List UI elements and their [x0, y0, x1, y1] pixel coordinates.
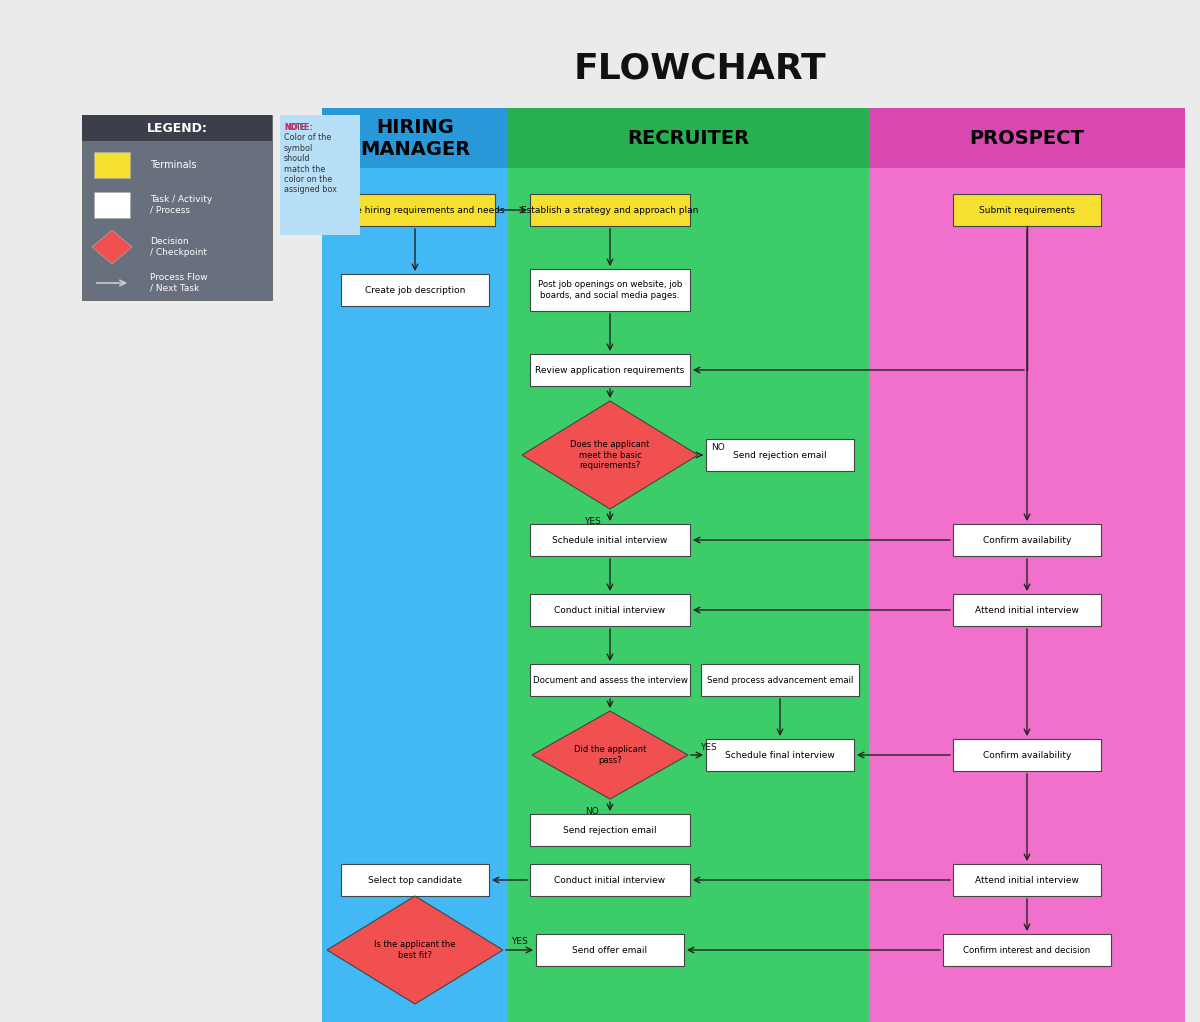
Text: NO: NO [586, 806, 599, 816]
Text: Terminals: Terminals [150, 160, 197, 170]
Text: Send rejection email: Send rejection email [733, 451, 827, 460]
Text: Establish a strategy and approach plan: Establish a strategy and approach plan [521, 205, 698, 215]
Text: PROSPECT: PROSPECT [970, 129, 1085, 147]
Text: HIRING
MANAGER: HIRING MANAGER [360, 118, 470, 158]
FancyBboxPatch shape [869, 108, 1186, 168]
FancyBboxPatch shape [706, 739, 854, 771]
Text: Send offer email: Send offer email [572, 945, 648, 955]
FancyBboxPatch shape [530, 269, 690, 311]
Text: Attend initial interview: Attend initial interview [976, 876, 1079, 884]
FancyBboxPatch shape [530, 664, 690, 696]
Text: Analyze hiring requirements and needs: Analyze hiring requirements and needs [325, 205, 504, 215]
Text: Does the applicant
meet the basic
requirements?: Does the applicant meet the basic requir… [570, 440, 649, 470]
FancyBboxPatch shape [530, 524, 690, 556]
Text: RECRUITER: RECRUITER [628, 129, 750, 147]
Text: Conduct initial interview: Conduct initial interview [554, 605, 666, 614]
Text: Confirm availability: Confirm availability [983, 750, 1072, 759]
Text: Send process advancement email: Send process advancement email [707, 676, 853, 685]
Text: Confirm availability: Confirm availability [983, 536, 1072, 545]
FancyBboxPatch shape [530, 594, 690, 626]
Text: Attend initial interview: Attend initial interview [976, 605, 1079, 614]
FancyBboxPatch shape [530, 194, 690, 226]
Text: FLOWCHART: FLOWCHART [574, 51, 827, 85]
FancyBboxPatch shape [953, 594, 1102, 626]
FancyBboxPatch shape [94, 192, 130, 218]
Text: Is the applicant the
best fit?: Is the applicant the best fit? [374, 940, 456, 960]
Text: Select top candidate: Select top candidate [368, 876, 462, 884]
FancyBboxPatch shape [869, 108, 1186, 1022]
FancyBboxPatch shape [322, 108, 508, 1022]
Text: Submit requirements: Submit requirements [979, 205, 1075, 215]
Text: NOTE:: NOTE: [284, 123, 313, 132]
FancyBboxPatch shape [953, 194, 1102, 226]
Text: Conduct initial interview: Conduct initial interview [554, 876, 666, 884]
FancyBboxPatch shape [322, 108, 508, 168]
Text: NOTE:
Color of the
symbol
should
match the
color on the
assigned box: NOTE: Color of the symbol should match t… [284, 123, 337, 194]
FancyBboxPatch shape [953, 864, 1102, 896]
Text: Review application requirements: Review application requirements [535, 366, 685, 374]
FancyBboxPatch shape [953, 524, 1102, 556]
FancyBboxPatch shape [953, 739, 1102, 771]
Text: Create job description: Create job description [365, 285, 466, 294]
FancyBboxPatch shape [701, 664, 859, 696]
FancyBboxPatch shape [280, 115, 360, 235]
FancyBboxPatch shape [82, 115, 272, 300]
Text: Decision
/ Checkpoint: Decision / Checkpoint [150, 237, 208, 257]
FancyBboxPatch shape [82, 115, 272, 141]
Text: Task / Activity
/ Process: Task / Activity / Process [150, 195, 212, 215]
FancyBboxPatch shape [706, 439, 854, 471]
FancyBboxPatch shape [94, 152, 130, 178]
Text: NO: NO [712, 443, 725, 452]
Text: YES: YES [700, 743, 716, 751]
Polygon shape [326, 896, 503, 1004]
Polygon shape [522, 401, 698, 509]
Text: Schedule final interview: Schedule final interview [725, 750, 835, 759]
Text: YES: YES [511, 936, 528, 945]
FancyBboxPatch shape [943, 934, 1111, 966]
FancyBboxPatch shape [508, 108, 869, 1022]
FancyBboxPatch shape [341, 864, 490, 896]
FancyBboxPatch shape [341, 274, 490, 306]
FancyBboxPatch shape [530, 814, 690, 846]
Text: Send rejection email: Send rejection email [563, 826, 656, 835]
Text: Process Flow
/ Next Task: Process Flow / Next Task [150, 273, 208, 292]
Text: Did the applicant
pass?: Did the applicant pass? [574, 745, 646, 764]
FancyBboxPatch shape [335, 194, 496, 226]
FancyBboxPatch shape [530, 864, 690, 896]
Polygon shape [532, 711, 688, 799]
FancyBboxPatch shape [536, 934, 684, 966]
Text: Post job openings on website, job
boards, and social media pages.: Post job openings on website, job boards… [538, 280, 682, 299]
FancyBboxPatch shape [508, 108, 869, 168]
FancyBboxPatch shape [530, 354, 690, 386]
Text: LEGEND:: LEGEND: [146, 122, 208, 135]
Text: Confirm interest and decision: Confirm interest and decision [964, 945, 1091, 955]
Polygon shape [92, 230, 132, 264]
Text: Schedule initial interview: Schedule initial interview [552, 536, 667, 545]
Text: Document and assess the interview: Document and assess the interview [533, 676, 688, 685]
Text: YES: YES [583, 516, 600, 525]
